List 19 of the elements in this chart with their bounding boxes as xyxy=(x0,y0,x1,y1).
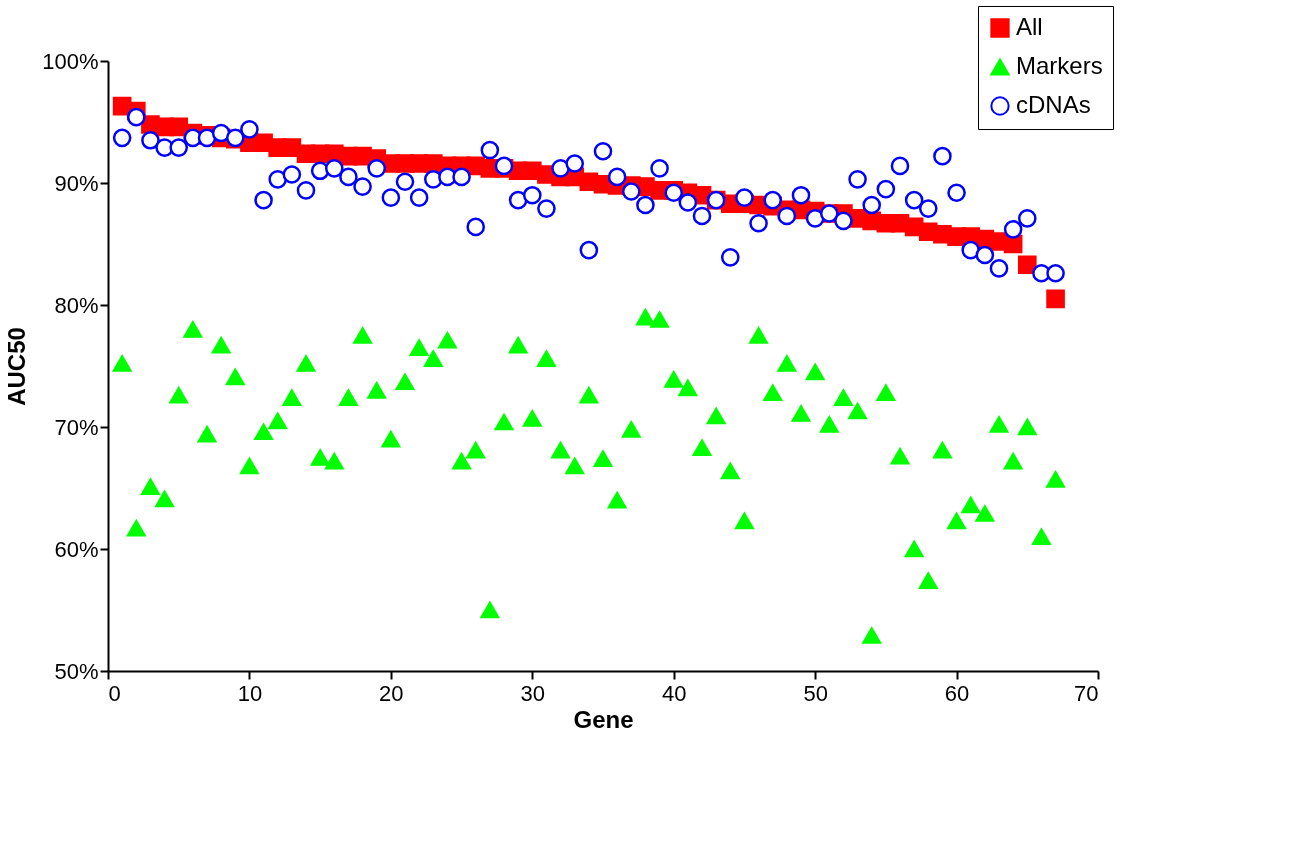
legend-label: Markers xyxy=(1016,52,1103,79)
y-tick-label: 50% xyxy=(54,658,99,684)
x-tick-label: 30 xyxy=(520,680,546,706)
x-tick-label: 0 xyxy=(108,680,121,706)
y-tick-label: 100% xyxy=(42,48,99,74)
y-tick-label: 90% xyxy=(54,170,99,196)
x-tick-label: 40 xyxy=(661,680,687,706)
legend-label: cDNAs xyxy=(1016,91,1091,118)
legend-label: All xyxy=(1016,13,1043,40)
y-tick-label: 80% xyxy=(54,292,99,318)
x-tick-label: 50 xyxy=(803,680,828,706)
x-tick-label: 10 xyxy=(237,680,263,706)
y-axis-title: AUC50 xyxy=(3,327,31,406)
x-tick-label: 70 xyxy=(1074,680,1099,706)
x-tick-label: 60 xyxy=(944,680,970,706)
x-tick-label: 20 xyxy=(379,680,404,706)
x-axis-title: Gene xyxy=(573,705,634,733)
y-tick-label: 60% xyxy=(54,536,99,562)
y-tick-label: 70% xyxy=(54,414,99,440)
